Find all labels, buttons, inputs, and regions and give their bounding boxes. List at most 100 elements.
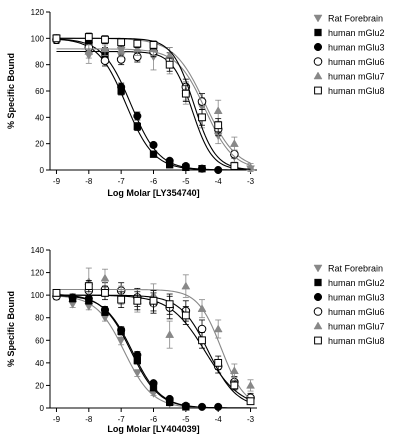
data-point	[84, 33, 93, 41]
x-axis-title: Log Molar [LY404039]	[107, 424, 199, 434]
data-point	[165, 394, 174, 404]
data-point	[149, 140, 158, 150]
legend-label: Rat Forebrain	[328, 14, 383, 24]
x-tick-label: -7	[118, 177, 126, 186]
data-point	[229, 366, 239, 375]
data-point	[116, 45, 126, 54]
data-point	[230, 162, 239, 170]
y-axis-title: % Specific Bound	[6, 291, 16, 367]
data-point	[214, 358, 223, 367]
data-point	[116, 337, 126, 345]
data-point	[133, 39, 142, 48]
legend-marker	[314, 86, 322, 95]
data-point	[181, 281, 191, 290]
legend-marker	[313, 307, 323, 316]
data-point	[229, 139, 239, 147]
y-tick-label: 120	[31, 8, 45, 17]
data-point	[198, 113, 206, 122]
data-point	[246, 380, 255, 389]
data-point	[132, 369, 142, 378]
x-tick-label: -7	[118, 415, 126, 424]
data-point	[133, 111, 142, 121]
y-tick-label: 140	[31, 246, 45, 255]
y-tick-label: 80	[35, 314, 44, 323]
data-point	[149, 150, 158, 158]
data-point	[133, 296, 142, 305]
data-point	[181, 162, 190, 171]
data-point	[101, 35, 109, 44]
data-point	[100, 273, 110, 282]
x-tick-label: -6	[150, 415, 158, 424]
data-point	[213, 324, 223, 333]
data-point	[165, 156, 174, 165]
data-point	[181, 89, 190, 98]
data-point	[101, 288, 109, 297]
data-point	[165, 60, 174, 69]
x-tick-label: -6	[150, 177, 158, 186]
data-point	[100, 305, 110, 314]
legend-marker	[313, 292, 323, 302]
chart-bottom: 0 20 40 60 80 100 120 140 -9 -8 -7 -6 -5 -4 -3 Log Mola…	[6, 246, 385, 434]
data-point	[52, 288, 61, 297]
data-point	[197, 324, 207, 334]
legend-marker	[314, 336, 322, 345]
legend-label: human mGlu7	[328, 72, 385, 82]
y-tick-label: 40	[35, 113, 44, 122]
chart-top: 0 20 40 60 80 100 120 -9 -8 -7 -6 -5 -4 -3 Log Molar […	[6, 8, 385, 198]
x-tick-label: -5	[182, 177, 190, 186]
series-human-mglu8	[52, 280, 255, 406]
data-point	[133, 350, 142, 360]
y-tick-label: 20	[35, 381, 44, 390]
data-point	[100, 44, 110, 53]
legend-marker	[314, 28, 322, 37]
data-point	[197, 402, 207, 411]
legend-marker	[313, 14, 323, 23]
data-point	[52, 34, 61, 43]
x-tick-label: -3	[247, 415, 255, 424]
legend-label: human mGlu8	[328, 336, 385, 346]
data-point	[214, 121, 223, 130]
data-point	[132, 44, 142, 53]
y-tick-label: 80	[35, 61, 44, 70]
data-point	[149, 296, 158, 305]
legend-marker	[313, 42, 323, 52]
data-point	[117, 326, 126, 335]
data-point	[84, 46, 94, 55]
x-tick-label: -8	[85, 177, 93, 186]
data-point	[149, 379, 158, 388]
y-tick-label: 120	[31, 269, 45, 278]
x-tick-label: -9	[53, 177, 61, 186]
data-point	[84, 282, 93, 291]
legend-label: human mGlu6	[328, 57, 385, 67]
x-tick-label: -4	[215, 415, 223, 424]
y-tick-label: 0	[40, 404, 45, 413]
x-axis-title: Log Molar [LY354740]	[107, 188, 199, 198]
data-point	[181, 311, 190, 320]
data-point	[165, 300, 174, 309]
legend-label: human mGlu3	[328, 43, 385, 53]
data-point	[100, 56, 110, 66]
data-point	[197, 164, 207, 173]
y-tick-label: 20	[35, 140, 44, 149]
data-point	[246, 397, 255, 406]
data-point	[197, 304, 207, 312]
y-tick-label: 60	[35, 336, 44, 345]
data-point	[181, 401, 190, 410]
x-tick-label: -9	[53, 415, 61, 424]
legend-marker	[313, 321, 323, 330]
y-tick-label: 100	[31, 34, 45, 43]
y-tick-label: 0	[40, 166, 45, 175]
x-tick-label: -5	[182, 415, 190, 424]
y-axis-title: % Specific Bound	[6, 53, 16, 129]
data-point	[230, 381, 239, 390]
data-point	[214, 402, 223, 411]
y-tick-label: 40	[35, 359, 44, 368]
y-tick-label: 60	[35, 87, 44, 96]
legend-label: human mGlu6	[328, 307, 385, 317]
data-point	[165, 330, 175, 338]
y-tick-label: 100	[31, 291, 45, 300]
data-point	[213, 106, 223, 114]
legend-marker	[314, 278, 322, 287]
x-tick-label: -8	[85, 415, 93, 424]
